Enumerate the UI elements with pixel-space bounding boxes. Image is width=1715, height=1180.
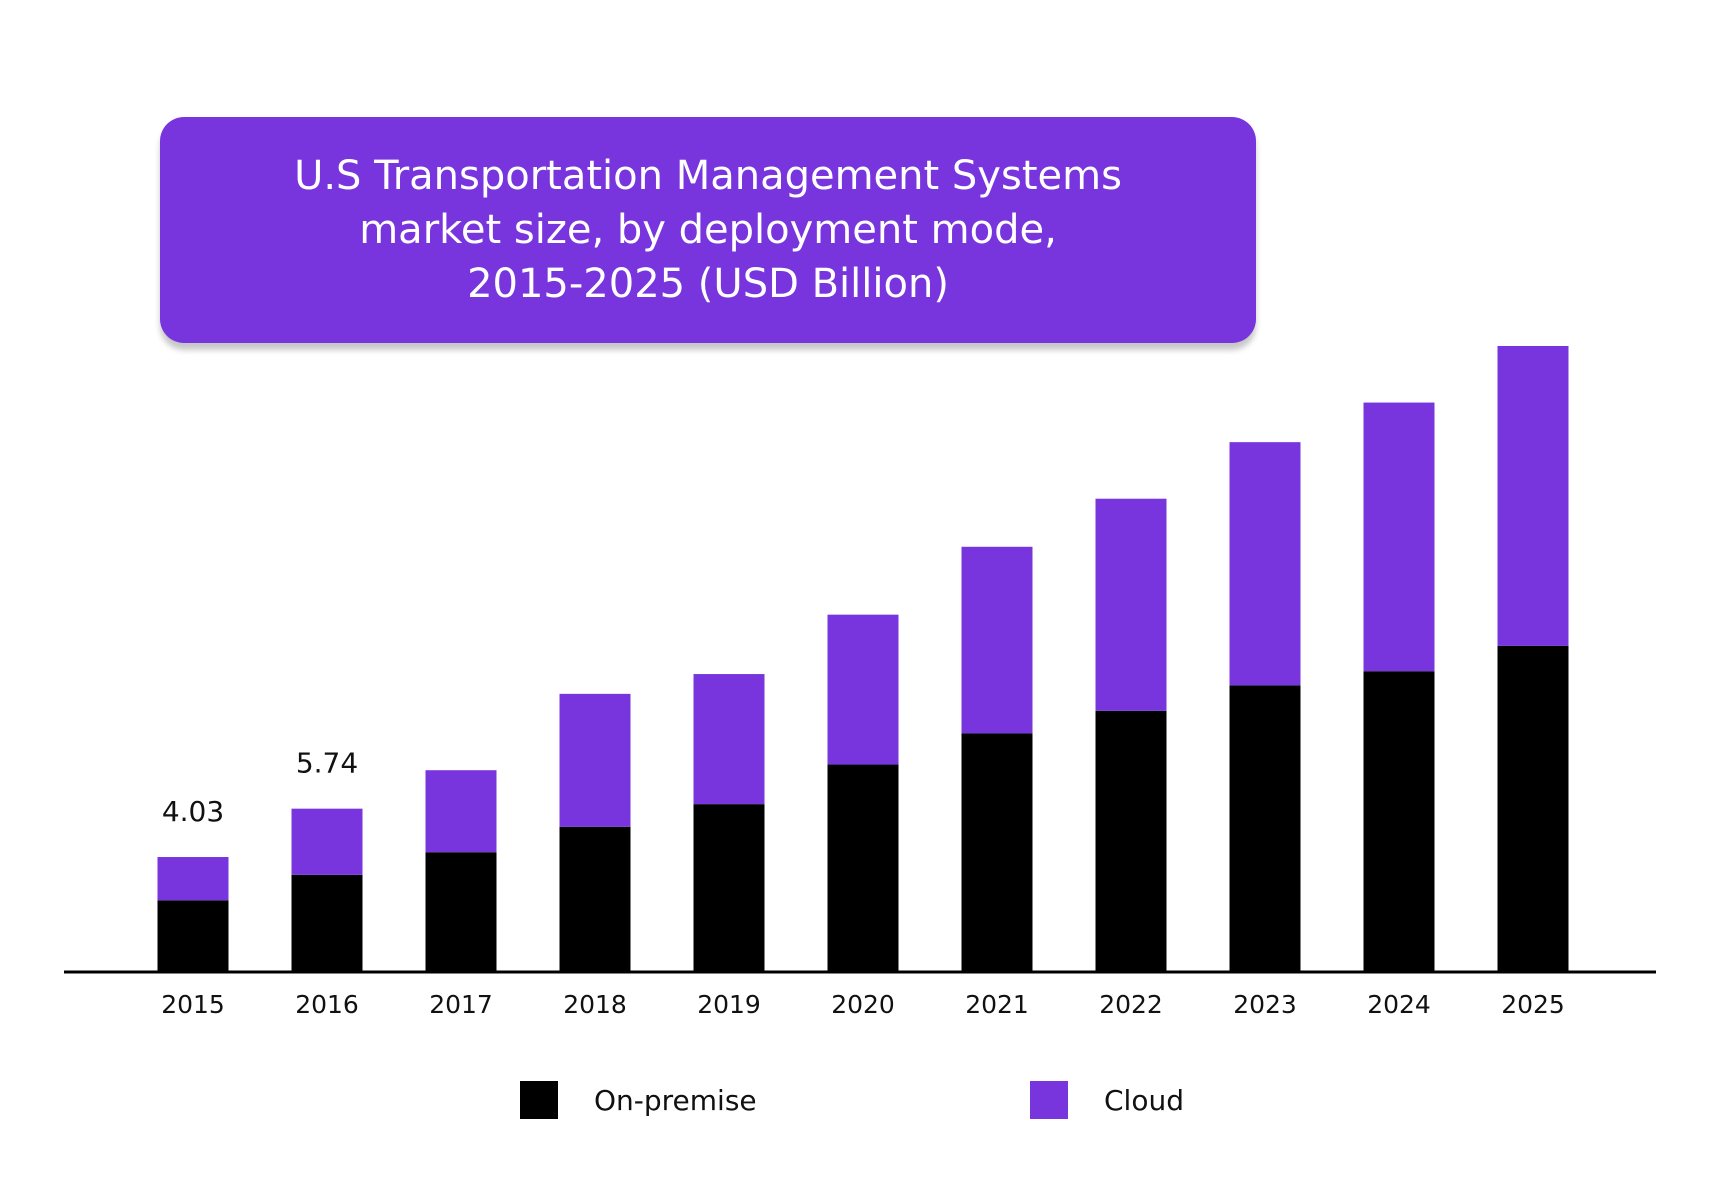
bar-on-premise-2016: [291, 874, 363, 971]
legend-item-on-premise: On-premise: [520, 1080, 757, 1120]
bar-cloud-2021: [961, 546, 1033, 734]
chart-title-line-1: U.S Transportation Management Systems: [294, 153, 1122, 199]
x-tick-label-2016: 2016: [295, 990, 359, 1019]
bar-cloud-2019: [693, 674, 765, 805]
bar-cloud-2015: [157, 857, 229, 901]
x-tick-label-2019: 2019: [697, 990, 761, 1019]
legend-label-on-premise: On-premise: [594, 1083, 757, 1117]
chart-title-box: U.S Transportation Management Systems ma…: [160, 117, 1256, 343]
bar-cloud-2020: [827, 614, 899, 765]
bar-on-premise-2025: [1497, 645, 1569, 971]
x-tick-label-2018: 2018: [563, 990, 627, 1019]
x-tick-label-2024: 2024: [1367, 990, 1431, 1019]
legend-swatch-cloud: [1030, 1081, 1068, 1119]
bar-cloud-2022: [1095, 498, 1167, 711]
bar-cloud-2016: [291, 808, 363, 875]
data-label-2015: 4.03: [162, 795, 224, 828]
chart-title-line-2: market size, by deployment mode,: [359, 207, 1057, 253]
x-tick-label-2015: 2015: [161, 990, 225, 1019]
bar-on-premise-2023: [1229, 685, 1301, 971]
bar-on-premise-2015: [157, 900, 229, 971]
bar-on-premise-2021: [961, 733, 1033, 971]
bar-on-premise-2022: [1095, 710, 1167, 971]
x-tick-label-2025: 2025: [1501, 990, 1565, 1019]
x-tick-label-2021: 2021: [965, 990, 1029, 1019]
legend-item-cloud: Cloud: [1030, 1080, 1184, 1120]
bar-on-premise-2018: [559, 826, 631, 971]
bar-cloud-2023: [1229, 442, 1301, 686]
bar-on-premise-2020: [827, 764, 899, 971]
x-tick-label-2017: 2017: [429, 990, 493, 1019]
x-tick-label-2022: 2022: [1099, 990, 1163, 1019]
bar-cloud-2017: [425, 770, 497, 853]
bar-on-premise-2024: [1363, 671, 1435, 971]
legend-swatch-on-premise: [520, 1081, 558, 1119]
data-label-2016: 5.74: [296, 747, 358, 780]
bar-on-premise-2019: [693, 804, 765, 971]
bar-cloud-2025: [1497, 346, 1569, 646]
bar-on-premise-2017: [425, 852, 497, 971]
bar-cloud-2018: [559, 693, 631, 827]
legend-label-cloud: Cloud: [1104, 1083, 1184, 1117]
x-tick-label-2023: 2023: [1233, 990, 1297, 1019]
x-tick-label-2020: 2020: [831, 990, 895, 1019]
bar-cloud-2024: [1363, 402, 1435, 672]
chart-title-line-3: 2015-2025 (USD Billion): [467, 261, 949, 307]
